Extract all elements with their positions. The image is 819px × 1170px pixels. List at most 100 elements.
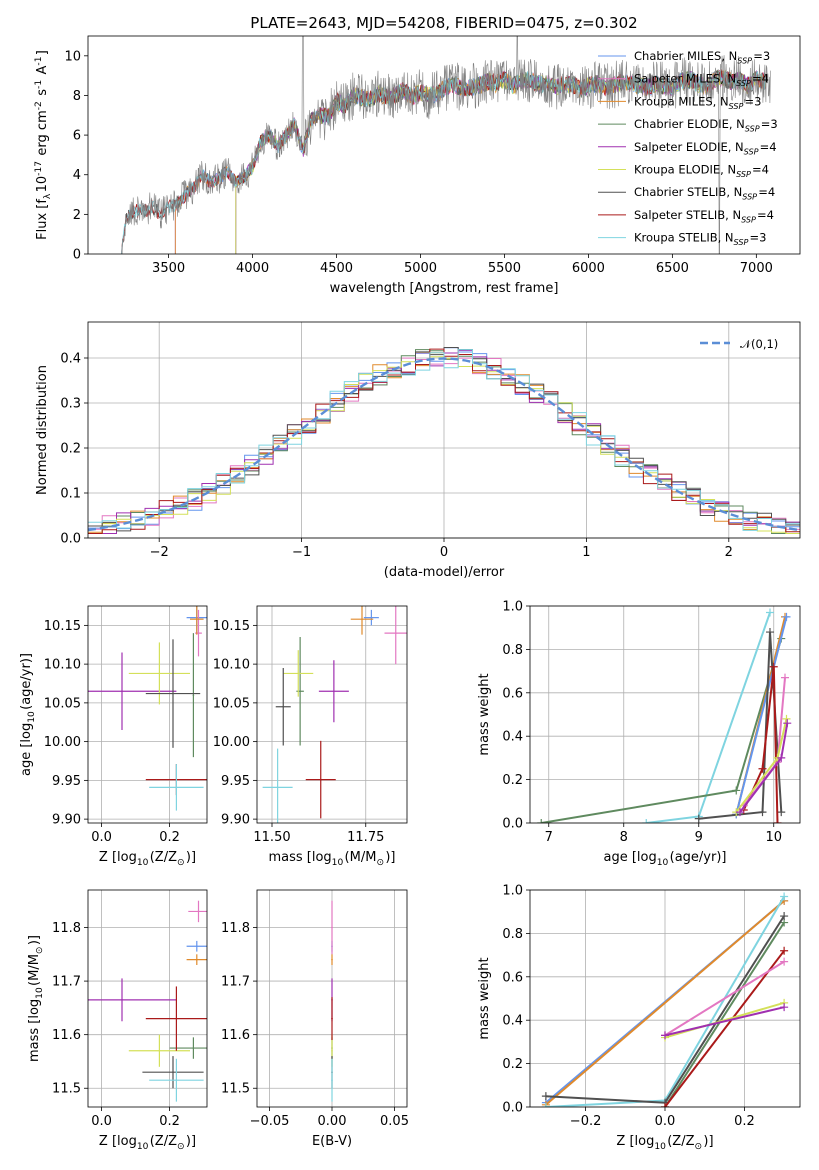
weight-marker — [769, 662, 778, 671]
x-tick-label: 7 — [545, 830, 553, 845]
weight-marker — [781, 673, 789, 682]
x-tick-label: 0.0 — [655, 1114, 676, 1129]
text-span: Salpeter ELODIE, N — [634, 140, 744, 154]
y-tick-label: 0.1 — [60, 487, 81, 502]
x-tick-label: 3500 — [152, 261, 185, 276]
weight-line — [664, 960, 785, 1037]
data-point — [197, 910, 200, 913]
subscript: ⊙ — [35, 946, 45, 954]
x-tick-label: 5500 — [488, 261, 521, 276]
superscript: -1 — [34, 80, 44, 89]
text-span: Chabrier STELIB, N — [634, 185, 742, 199]
weight-line — [664, 1006, 785, 1037]
text-span: =4 — [752, 72, 769, 86]
text-span: Z [log — [99, 850, 137, 865]
y-tick-label: 0.3 — [60, 397, 81, 412]
data-point — [158, 672, 161, 675]
weight-marker — [537, 819, 546, 823]
weight-marker — [773, 819, 782, 823]
spectrum-axes: 3500 4000 4500 5000 5500 6000 6500 7000 0 2 4 6 8 10 w… — [34, 14, 801, 296]
data-point — [196, 945, 198, 948]
subscript: SSP — [736, 79, 751, 88]
x-tick-label: 9 — [695, 830, 703, 845]
weight-line — [664, 950, 785, 1107]
y-tick-label: 0.2 — [502, 773, 523, 788]
residual-histogram — [88, 349, 800, 531]
y-tick-label: 8 — [73, 89, 81, 104]
text-span: age [log — [19, 723, 34, 776]
legend-entry: Kroupa MILES, NSSP =3 — [634, 94, 761, 110]
text-span: wavelength [Angstrom, rest frame] — [330, 281, 559, 296]
axes-frame — [87, 889, 208, 1108]
weight-line — [735, 616, 788, 815]
text-span: =3 — [750, 231, 767, 245]
y-tick-label: 0.8 — [502, 927, 523, 942]
y-axis-label: Flux [fλ 10-17 erg cm-2 s-1 A-1 ] — [34, 50, 53, 240]
y-axis-label: mass [log10 (M/M⊙ )] — [27, 935, 45, 1062]
y-tick-label: 11.6 — [52, 1028, 81, 1043]
weight-marker — [541, 1092, 550, 1101]
text-span: =3 — [761, 117, 778, 131]
subscript: SSP — [744, 147, 759, 156]
legend-entry: Salpeter STELIB, NSSP =4 — [634, 208, 774, 224]
x-axis-label: (data-model)/error — [384, 565, 505, 580]
y-tick-label: 1.0 — [502, 884, 523, 899]
text-span: (M/M — [345, 850, 377, 865]
mass_vs_Z-axes: 0.0 0.211.511.611.711.8Z [log10 (Z/Z⊙ )]m… — [27, 889, 208, 1152]
x-tick-label: 11.50 — [253, 830, 290, 845]
subscript: 10 — [657, 858, 669, 868]
text-span: Kroupa MILES, N — [634, 94, 729, 108]
subscript: 10 — [137, 858, 149, 868]
subscript: 10 — [332, 858, 344, 868]
weight-marker — [766, 628, 774, 637]
x-tick-label: 1 — [582, 545, 590, 560]
data-point — [175, 1017, 178, 1020]
weight-marker — [780, 946, 789, 955]
x-tick-label: −2 — [150, 545, 169, 560]
data-point — [297, 672, 300, 675]
data-point — [331, 1079, 333, 1082]
y-tick-label: 0.2 — [60, 442, 81, 457]
x-tick-label: 4500 — [320, 261, 353, 276]
plot-area — [88, 900, 207, 1102]
weight-marker — [661, 1031, 669, 1040]
text-span: Kroupa ELODIE, N — [634, 163, 736, 177]
text-span: Salpeter MILES, N — [634, 72, 736, 86]
legend-entry: Kroupa STELIB, NSSP =3 — [634, 231, 766, 247]
mass_vs_ebv-axes: −0.05 0.00 0.05 11.5 11.6 11.7 11.8 E(B-V) — [221, 889, 409, 1149]
y-tick-label: 10.00 — [44, 735, 81, 750]
weight-line — [541, 638, 783, 823]
y-axis-label: age [log10 (age/yr)] — [19, 653, 37, 776]
data-point — [172, 1071, 174, 1073]
weight-line — [664, 1001, 785, 1039]
data-point — [370, 616, 373, 619]
y-tick-label: 0.4 — [60, 352, 81, 367]
y-tick-label: 0.6 — [502, 970, 523, 985]
x-tick-label: 6000 — [572, 261, 605, 276]
subscript: SSP — [729, 102, 744, 111]
subscript: SSP — [737, 56, 752, 65]
weight-marker — [736, 808, 744, 817]
data-point — [361, 618, 363, 620]
y-tick-label: 11.7 — [52, 975, 81, 990]
data-point — [331, 1049, 333, 1052]
subscript: 10 — [137, 1142, 149, 1152]
subscript: 10 — [27, 711, 37, 723]
weight-marker — [777, 753, 786, 762]
text-span: =4 — [757, 208, 774, 222]
weight-marker — [780, 912, 789, 921]
text-span: (age/yr)] — [19, 653, 34, 710]
x-tick-label: 0.2 — [159, 830, 180, 845]
y-tick-label: 10.10 — [44, 658, 81, 673]
text-span: A — [35, 65, 50, 78]
subscript: 10 — [654, 1142, 666, 1152]
weight-marker — [758, 808, 767, 817]
weight-marker — [780, 1003, 789, 1012]
y-tick-label: 11.8 — [221, 921, 250, 936]
legend-entry: Salpeter ELODIE, NSSP =4 — [634, 140, 777, 156]
y-tick-label: 9.95 — [52, 774, 81, 789]
text-span: =4 — [760, 140, 777, 154]
y-tick-label: 6 — [73, 129, 81, 144]
weight-marker — [780, 957, 789, 966]
